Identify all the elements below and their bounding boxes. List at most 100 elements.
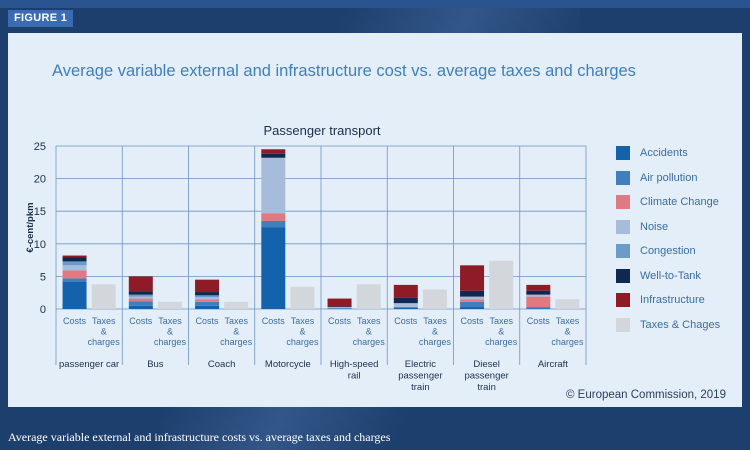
bar-air-pollution [526,307,551,309]
bar-label-taxes-and-charges: charges [551,337,584,347]
bar-label-costs: Costs [394,316,418,326]
bar-label-costs: Costs [262,316,286,326]
bar-label-costs: Costs [527,316,551,326]
category-label: Aircraft [538,359,568,370]
bar-label-costs: Costs [328,316,352,326]
bar-accidents [393,307,418,309]
bar-label-taxes-and-charges: charges [353,337,386,347]
bar-label-costs: Costs [129,316,153,326]
category-label: passenger car [59,359,119,370]
category-label: passenger [464,371,508,382]
bar-congestion [195,295,220,298]
bar-well-to-tank [393,297,418,304]
y-axis-label: €-cent/pkm [25,202,36,252]
bar-well-to-tank [128,291,153,295]
bar-climate-change [62,270,87,279]
bar-accidents [128,305,153,309]
bar-noise [128,296,153,299]
bar-climate-change [460,299,485,302]
category-label: Diesel [473,359,499,370]
bar-label-taxes-and-charges: charges [485,337,518,347]
category-label: rail [348,371,361,382]
y-tick-label: 0 [40,304,46,316]
bar-label-taxes-and-charges: Taxes [489,316,513,326]
bar-taxes-and-charges [489,260,514,309]
category-label: train [411,382,429,393]
bar-noise [62,265,87,271]
top-accent-bar [0,0,750,8]
bar-label-taxes-and-charges: charges [88,337,121,347]
bar-climate-change [195,299,220,302]
category-label: High-speed [330,359,379,370]
category-label: passenger [398,371,442,382]
bar-taxes-and-charges [290,286,315,309]
bar-well-to-tank [62,257,87,262]
bar-label-taxes-and-charges: & [167,327,173,337]
bar-label-taxes-and-charges: & [366,327,372,337]
bar-label-taxes-and-charges: & [233,327,239,337]
bar-accidents [327,308,352,309]
bar-label-taxes-and-charges: Taxes [291,316,315,326]
bar-label-taxes-and-charges: Taxes [423,316,447,326]
bar-accidents [261,227,286,309]
legend-swatch [616,268,630,283]
bar-infrastructure [128,276,153,292]
bar-infrastructure [195,279,220,293]
y-tick-label: 10 [34,239,46,251]
legend-item-accidents: Accidents [616,144,688,162]
legend-label: Infrastructure [640,294,705,306]
y-tick-label: 15 [34,206,46,218]
bar-well-to-tank [460,290,485,297]
category-label: train [477,382,495,393]
bar-label-taxes-and-charges: charges [419,337,452,347]
bar-label-taxes-and-charges: Taxes [92,316,116,326]
copyright-credit: © European Commission, 2019 [566,389,726,401]
bar-taxes-and-charges [224,301,249,309]
y-tick-label: 25 [34,141,46,153]
legend-swatch [616,170,630,185]
bar-label-taxes-and-charges: charges [286,337,319,347]
bar-accidents [460,307,485,309]
legend-item-taxes: Taxes & Chages [616,316,720,334]
bar-noise [327,307,352,309]
bar-accidents [195,305,220,309]
bar-accidents [62,281,87,309]
bar-infrastructure [261,149,286,154]
bar-label-taxes-and-charges: Taxes [224,316,248,326]
bar-infrastructure [327,298,352,307]
legend-item-climate-change: Climate Change [616,193,719,211]
bar-taxes-and-charges [555,299,580,309]
legend-item-congestion: Congestion [616,242,696,260]
bar-noise [393,303,418,308]
bar-congestion [128,294,153,297]
bar-air-pollution [393,307,418,308]
bar-air-pollution [261,220,286,228]
bar-label-taxes-and-charges: & [498,327,504,337]
legend-swatch [616,219,630,234]
legend-swatch [616,146,630,160]
bar-infrastructure [62,255,87,258]
category-label: Coach [208,359,235,370]
legend-swatch [616,244,630,258]
category-label: Electric [405,359,436,370]
bar-well-to-tank [195,292,220,296]
legend-label: Climate Change [640,196,719,208]
bar-infrastructure [393,284,418,298]
legend-swatch [616,195,630,209]
category-label: Motorcycle [265,359,311,370]
legend-item-air-pollution: Air pollution [616,169,697,187]
bar-label-taxes-and-charges: Taxes [158,316,182,326]
legend-label: Taxes & Chages [640,318,721,331]
legend-swatch [616,317,630,332]
bar-accidents [526,308,551,309]
bar-noise [460,296,485,300]
y-tick-label: 5 [40,271,46,283]
y-tick-label: 20 [34,174,46,186]
bar-label-taxes-and-charges: Taxes [556,316,580,326]
bar-noise [195,297,220,300]
legend-item-well-to-tank: Well-to-Tank [616,267,701,285]
bar-label-taxes-and-charges: charges [220,337,253,347]
bar-label-costs: Costs [461,316,485,326]
bar-climate-change [128,298,153,302]
